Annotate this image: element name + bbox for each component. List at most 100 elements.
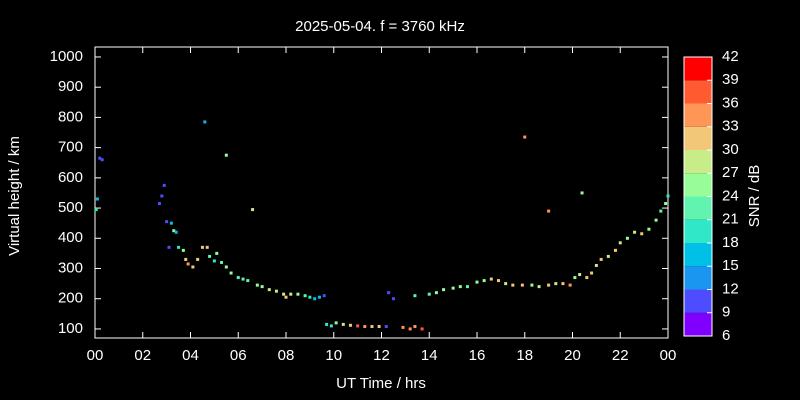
point	[308, 295, 312, 299]
y-tick-label: 700	[58, 139, 83, 156]
point	[356, 324, 360, 328]
x-tick-label: 14	[421, 347, 438, 364]
point	[208, 254, 212, 258]
point	[284, 295, 288, 299]
point	[391, 297, 395, 301]
point	[363, 325, 367, 329]
point	[434, 291, 438, 295]
colorbar-label: SNR / dB	[746, 165, 763, 228]
y-tick-label: 500	[58, 199, 83, 216]
point	[590, 271, 594, 275]
point	[594, 263, 598, 267]
colorbar-tick-label: 12	[722, 280, 739, 297]
colorbar-swatch	[684, 103, 712, 127]
colorbar-swatch	[684, 312, 712, 336]
point	[169, 221, 173, 225]
point	[475, 280, 479, 284]
point	[654, 218, 658, 222]
colorbar-swatch	[684, 196, 712, 220]
point	[384, 325, 388, 329]
colorbar-tick-label: 15	[722, 257, 739, 274]
point	[451, 286, 455, 290]
y-tick-label: 200	[58, 290, 83, 307]
point	[212, 259, 216, 263]
point	[184, 257, 188, 261]
x-tick-label: 20	[564, 347, 581, 364]
colorbar-tick-label: 9	[722, 304, 730, 321]
point	[659, 209, 663, 213]
colorbar-tick-label: 39	[722, 71, 739, 88]
colorbar-tick-label: 18	[722, 234, 739, 251]
point	[348, 323, 352, 327]
point	[289, 292, 293, 296]
colorbar-swatch	[684, 57, 712, 81]
point	[387, 291, 391, 295]
point	[496, 279, 500, 283]
point	[317, 295, 321, 299]
point	[585, 276, 589, 280]
point	[420, 327, 424, 331]
point	[489, 277, 493, 281]
point	[162, 183, 166, 187]
point	[442, 288, 446, 292]
point	[98, 156, 102, 160]
point	[401, 325, 405, 329]
point	[94, 208, 98, 212]
point	[267, 288, 271, 292]
point	[523, 135, 527, 139]
point	[165, 220, 169, 224]
point	[547, 283, 551, 287]
point	[580, 191, 584, 195]
point	[241, 277, 245, 281]
colorbar-tick-label: 36	[722, 94, 739, 111]
colorbar-tick-label: 33	[722, 118, 739, 135]
point	[260, 285, 264, 289]
point	[172, 229, 176, 233]
point	[554, 282, 558, 286]
point	[568, 283, 572, 287]
point	[370, 325, 374, 329]
point	[613, 248, 617, 252]
point	[606, 254, 610, 258]
chart-title: 2025-05-04. f = 3760 kHz	[295, 18, 465, 35]
point	[633, 230, 637, 234]
point	[504, 282, 508, 286]
point	[282, 292, 286, 296]
point	[408, 327, 412, 331]
point	[205, 245, 209, 249]
y-tick-label: 1000	[50, 48, 83, 65]
colorbar-swatch	[684, 150, 712, 174]
colorbar-swatch	[684, 219, 712, 243]
point	[229, 271, 233, 275]
colorbar-tick-label: 42	[722, 48, 739, 65]
point	[511, 283, 515, 287]
point	[186, 262, 190, 266]
colorbar-tick-label: 6	[722, 327, 730, 344]
x-tick-label: 00	[660, 347, 677, 364]
x-tick-label: 12	[373, 347, 390, 364]
point	[236, 276, 240, 280]
point	[174, 230, 178, 234]
point	[427, 292, 431, 296]
colorbar-swatch	[684, 80, 712, 104]
x-tick-label: 04	[182, 347, 199, 364]
point	[203, 120, 207, 124]
colorbar-tick-label: 24	[722, 187, 739, 204]
point	[215, 251, 219, 255]
point	[246, 279, 250, 283]
point	[537, 285, 541, 289]
point	[530, 283, 534, 287]
x-tick-label: 02	[134, 347, 151, 364]
point	[664, 202, 668, 206]
point	[274, 289, 278, 293]
point	[599, 257, 603, 261]
point	[640, 232, 644, 236]
colorbar-tick-label: 27	[722, 164, 739, 181]
point	[200, 245, 204, 249]
colorbar-swatch	[684, 126, 712, 150]
point	[458, 285, 462, 289]
point	[196, 257, 200, 261]
point	[547, 209, 551, 213]
point	[561, 282, 565, 286]
